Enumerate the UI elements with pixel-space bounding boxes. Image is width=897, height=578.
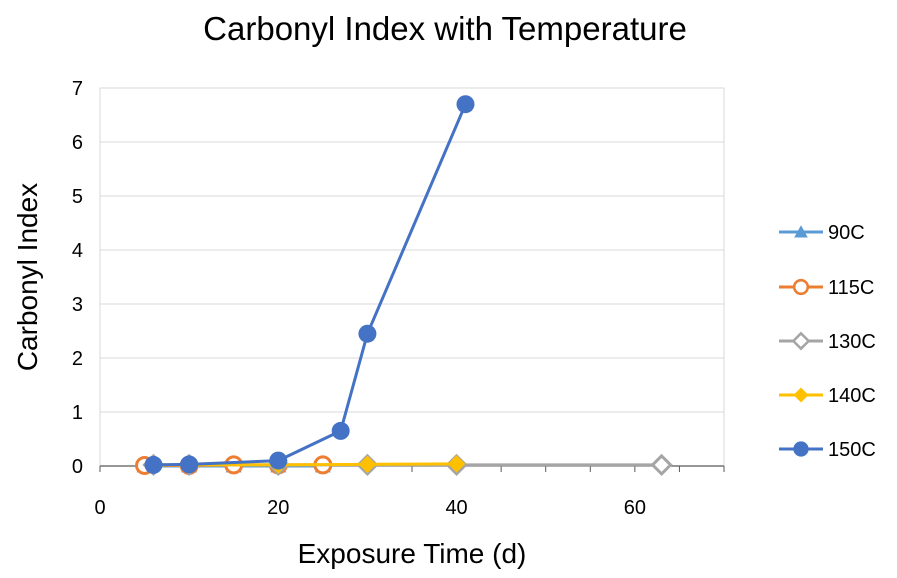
legend-label: 130C xyxy=(828,331,876,353)
chart-title: Carbonyl Index with Temperature xyxy=(203,10,687,47)
data-point xyxy=(331,421,350,440)
legend: 90C 115C 130C 140C 150C xyxy=(779,222,876,461)
series-layer xyxy=(135,95,673,477)
y-axis-title: Carbonyl Index xyxy=(12,183,43,371)
plot-area xyxy=(99,87,725,467)
legend-marker xyxy=(791,331,811,351)
x-axis-title: Exposure Time (d) xyxy=(298,538,527,569)
data-point xyxy=(358,324,377,343)
legend-label: 150C xyxy=(828,439,876,461)
y-tick-label: 5 xyxy=(72,186,83,208)
data-point xyxy=(180,455,199,474)
legend-marker xyxy=(793,441,809,457)
y-axis: 0 1 2 3 4 5 6 7 xyxy=(72,78,83,478)
y-tick-label: 7 xyxy=(72,78,83,100)
x-tick-label: 20 xyxy=(267,497,289,519)
x-tick-label: 60 xyxy=(624,497,646,519)
legend-item: 140C xyxy=(779,385,876,407)
series-150C xyxy=(144,95,475,474)
data-point xyxy=(456,95,475,114)
data-point xyxy=(447,455,466,473)
data-point xyxy=(269,451,288,470)
gridlines xyxy=(100,87,724,413)
legend-item: 150C xyxy=(779,439,876,461)
legend-label: 140C xyxy=(828,385,876,407)
y-tick-label: 2 xyxy=(72,348,83,370)
y-tick-label: 4 xyxy=(72,240,83,262)
legend-marker xyxy=(792,278,810,296)
x-tick-label: 40 xyxy=(445,497,467,519)
legend-marker xyxy=(794,225,808,238)
y-tick-label: 0 xyxy=(72,456,83,478)
legend-label: 90C xyxy=(828,222,865,244)
data-point xyxy=(358,455,377,474)
legend-marker xyxy=(793,387,809,403)
legend-item: 90C xyxy=(779,222,865,244)
legend-item: 130C xyxy=(779,331,876,353)
legend-item: 115C xyxy=(779,277,874,299)
x-tick-label: 0 xyxy=(94,497,105,519)
y-tick-label: 3 xyxy=(72,294,83,316)
y-tick-label: 6 xyxy=(72,132,83,154)
y-tick-label: 1 xyxy=(72,402,83,424)
data-point xyxy=(650,453,673,477)
data-point xyxy=(144,455,163,474)
legend-label: 115C xyxy=(828,277,874,299)
